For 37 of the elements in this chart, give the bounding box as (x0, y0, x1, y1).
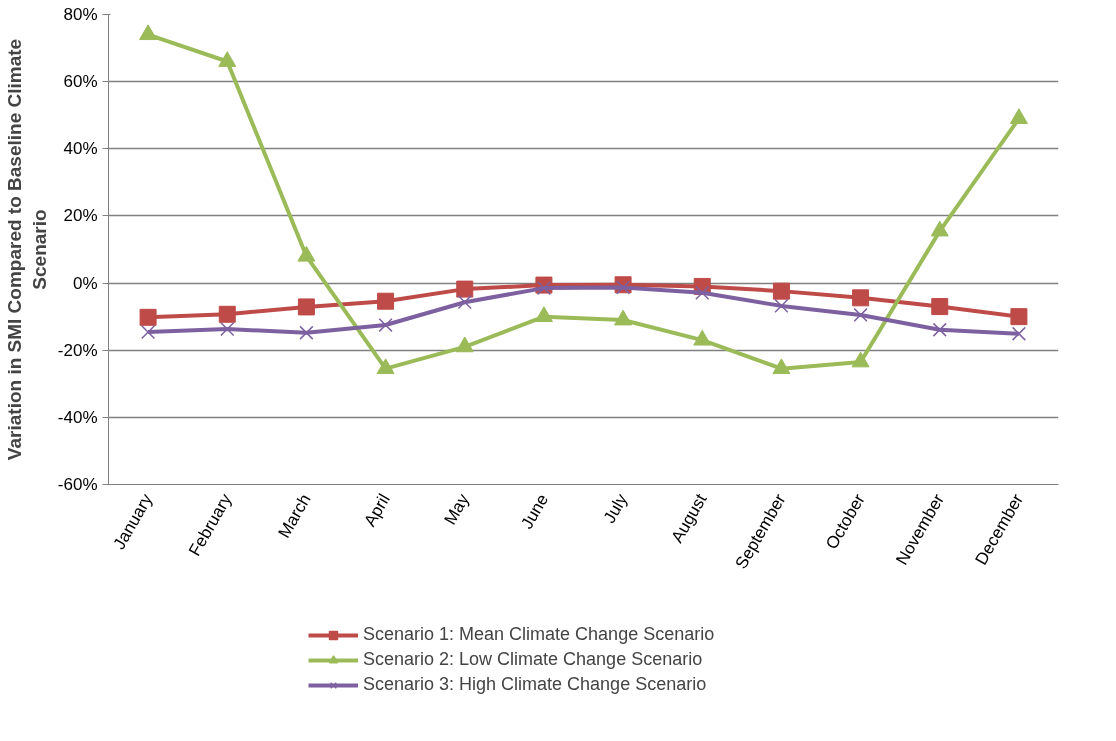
point (615, 280, 631, 295)
point (140, 324, 156, 340)
point (218, 305, 236, 323)
point (456, 280, 474, 298)
point (932, 322, 947, 337)
y-tick-label: 0% (72, 273, 98, 293)
point (930, 220, 949, 237)
point (218, 51, 237, 67)
point (536, 280, 552, 296)
point (378, 317, 393, 333)
point (1009, 108, 1028, 124)
point (1010, 308, 1028, 326)
y-tick-label: 80% (63, 5, 98, 24)
point (772, 282, 790, 300)
point (299, 325, 314, 340)
legend-label: Scenario 1: Mean Climate Change Scenario (363, 624, 715, 645)
point (852, 289, 870, 307)
point (1011, 326, 1027, 341)
y-tick-label: -40% (57, 407, 98, 427)
point (220, 321, 235, 337)
point (139, 24, 158, 41)
point (931, 298, 949, 316)
point (695, 285, 710, 300)
y-tick-label: 40% (63, 139, 98, 159)
y-tick-label: -20% (57, 340, 98, 360)
point (297, 298, 315, 316)
point (457, 295, 472, 310)
y-axis-title: Variation in SMI Compared to Baseline Climate Scenario (3, 38, 50, 461)
point (139, 308, 157, 326)
point (774, 298, 789, 314)
y-tick-label: -60% (57, 475, 98, 494)
legend-label: Scenario 3: High Climate Change Scenario (363, 674, 707, 695)
point (377, 292, 395, 310)
point (853, 307, 868, 323)
legend-label: Scenario 2: Low Climate Change Scenario (363, 649, 703, 670)
y-tick-label: 60% (63, 72, 98, 92)
y-tick-label: 20% (63, 206, 98, 226)
